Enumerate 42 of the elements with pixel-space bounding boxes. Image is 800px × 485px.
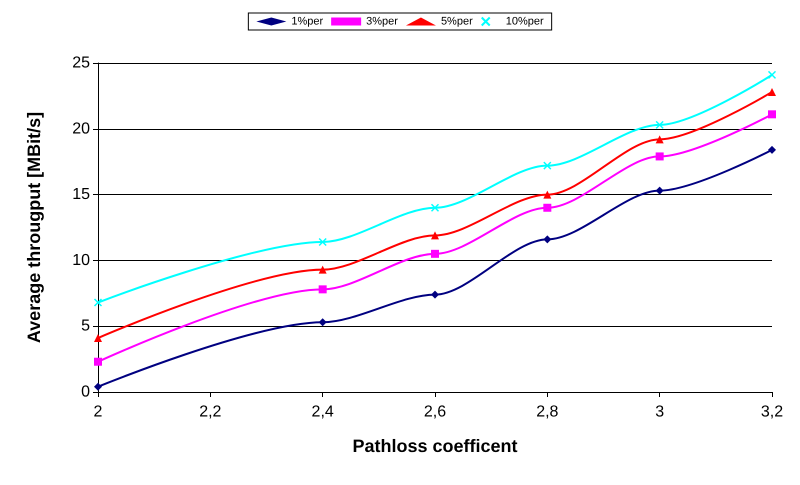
point	[94, 334, 102, 342]
point	[318, 238, 327, 246]
point	[543, 190, 552, 199]
y-tick-label: 20	[72, 120, 90, 138]
point	[543, 204, 552, 212]
x-axis-title: Pathloss coefficent	[352, 436, 518, 456]
point	[543, 235, 552, 244]
y-tick-label: 15	[72, 186, 90, 204]
legend-label: 5%per	[440, 16, 474, 28]
point	[94, 298, 102, 307]
point	[656, 135, 664, 144]
point	[768, 70, 776, 80]
y-tick-label: 10	[72, 252, 90, 269]
point	[656, 186, 664, 195]
x-tick-label: 2	[94, 404, 103, 420]
point	[431, 250, 439, 258]
point	[431, 290, 439, 299]
x-tick-label: 2,4	[312, 404, 334, 420]
y-axis-title: Average througput [MBit/s]	[24, 112, 44, 344]
x-tick-label: 3,2	[760, 404, 784, 420]
point	[318, 266, 327, 274]
legend-label: 3%per	[366, 16, 398, 28]
point	[318, 318, 327, 326]
x-tick-label: 2,8	[536, 404, 559, 420]
point	[768, 110, 776, 118]
y-tick-label: 25	[72, 54, 90, 72]
point	[543, 161, 552, 170]
point	[768, 88, 776, 96]
legend-label: 1%per	[291, 16, 324, 28]
point	[318, 285, 327, 294]
x-tick-label: 3	[655, 404, 664, 420]
y-tick-label: 5	[81, 318, 90, 335]
x-tick-label: 2,6	[424, 404, 446, 420]
point	[94, 358, 102, 366]
x-tick-label: 2,2	[199, 404, 222, 420]
point	[655, 120, 664, 130]
point	[656, 152, 664, 160]
point	[430, 204, 440, 212]
point	[768, 146, 776, 154]
point	[431, 231, 439, 240]
legend-label: 10%per	[506, 16, 544, 28]
y-tick-label: 0	[81, 384, 90, 400]
